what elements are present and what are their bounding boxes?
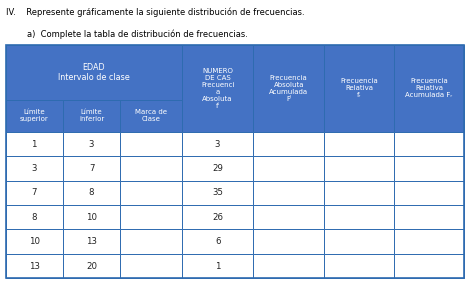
Text: 1: 1 — [215, 262, 220, 271]
Text: 1: 1 — [32, 140, 37, 149]
Text: EDAD
Intervalo de clase: EDAD Intervalo de clase — [58, 63, 130, 82]
Text: 10: 10 — [29, 237, 40, 246]
Text: a)  Complete la tabla de distribución de frecuencias.: a) Complete la tabla de distribución de … — [6, 30, 247, 39]
Text: Límite
superior: Límite superior — [20, 109, 49, 122]
Text: NUMERO
DE CAS
Frecuenci
a
Absoluta
fᴵ: NUMERO DE CAS Frecuenci a Absoluta fᴵ — [201, 68, 234, 109]
Text: 10: 10 — [86, 213, 97, 222]
Text: 3: 3 — [215, 140, 220, 149]
Text: 13: 13 — [29, 262, 40, 271]
Text: 13: 13 — [86, 237, 97, 246]
Text: 29: 29 — [212, 164, 223, 173]
Text: IV.    Represente gráficamente la siguiente distribución de frecuencias.: IV. Represente gráficamente la siguiente… — [6, 7, 304, 17]
Text: 20: 20 — [86, 262, 97, 271]
Text: Límite
inferior: Límite inferior — [79, 109, 104, 122]
Text: 3: 3 — [89, 140, 94, 149]
Text: 7: 7 — [32, 188, 37, 197]
Text: 3: 3 — [32, 164, 37, 173]
Text: 8: 8 — [89, 188, 94, 197]
Text: Frecuencia
Relativa
Acumulada Fᵣ: Frecuencia Relativa Acumulada Fᵣ — [405, 78, 452, 98]
Text: 8: 8 — [32, 213, 37, 222]
Text: Marca de
Clase: Marca de Clase — [135, 109, 167, 122]
Text: 6: 6 — [215, 237, 220, 246]
Text: Frecuencia
Relativa
fᵣ: Frecuencia Relativa fᵣ — [340, 78, 378, 98]
Text: Frecuencia
Absoluta
Acumulada
Fᴵ: Frecuencia Absoluta Acumulada Fᴵ — [269, 75, 308, 102]
Text: 35: 35 — [212, 188, 223, 197]
Text: 7: 7 — [89, 164, 94, 173]
Text: 26: 26 — [212, 213, 223, 222]
